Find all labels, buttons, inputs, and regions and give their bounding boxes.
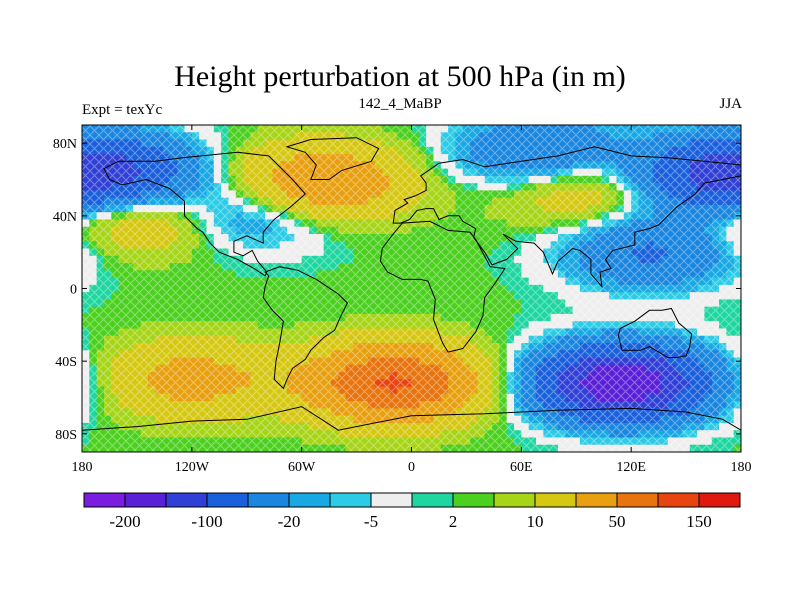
- x-tick-label: 120W: [175, 460, 210, 475]
- x-tick-label: 0: [408, 460, 415, 475]
- colorbar-swatch: [124, 492, 167, 508]
- colorbar-swatch: [247, 492, 290, 508]
- season-label: JJA: [719, 96, 742, 112]
- colorbar-label: 150: [686, 512, 712, 531]
- colorbar-swatch: [452, 492, 495, 508]
- map-title: Height perturbation at 500 hPa (in m): [174, 60, 626, 93]
- x-tick-label: 60W: [288, 460, 316, 475]
- x-tick-label: 120E: [616, 460, 646, 475]
- case-label: 142_4_MaBP: [358, 96, 442, 112]
- colorbar-swatch: [288, 492, 331, 508]
- colorbar-label: -100: [191, 512, 222, 531]
- x-tick-label: 60E: [510, 460, 533, 475]
- north-america-coast: [103, 151, 307, 277]
- map-axes: 180 120W 60W 0 60E 120E 180 80N 40N 0 40S 80S: [53, 125, 752, 475]
- colorbar-swatch: [206, 492, 249, 508]
- colorbar-swatch: [534, 492, 577, 508]
- colorbar-swatch: [370, 492, 413, 508]
- colorbar-swatch: [657, 492, 700, 508]
- colorbar-label: 2: [449, 512, 458, 531]
- grid-hatch-overlay: [82, 125, 741, 452]
- y-tick-label: 40S: [55, 355, 77, 370]
- y-tick-label: 0: [70, 283, 77, 298]
- colorbar-swatch: [616, 492, 659, 508]
- colorbar-swatch: [575, 492, 618, 508]
- eurasia-coast: [392, 146, 741, 289]
- colorbar: -200 -100 -20 -5 2 10 50 150: [83, 492, 741, 531]
- antarctica-coast: [82, 406, 741, 431]
- colorbar-swatch: [493, 492, 536, 508]
- south-america-coast: [262, 266, 349, 390]
- y-tick-label: 40N: [53, 210, 77, 225]
- colorbar-swatch: [411, 492, 454, 508]
- colorbar-label: 50: [609, 512, 626, 531]
- colorbar-label: -5: [364, 512, 378, 531]
- coastlines: [82, 137, 741, 431]
- colorbar-swatch: [165, 492, 208, 508]
- colorbar-label: -200: [109, 512, 140, 531]
- colorbar-swatch: [698, 492, 741, 508]
- colorbar-swatch: [83, 492, 126, 508]
- y-tick-label: 80S: [55, 428, 77, 443]
- australia-coast: [617, 307, 693, 358]
- experiment-label: Expt = texYc: [82, 102, 163, 118]
- greenland-coast: [285, 137, 380, 180]
- africa-coast: [379, 220, 506, 353]
- x-tick-label: 180: [72, 460, 93, 475]
- y-tick-label: 80N: [53, 137, 77, 152]
- colorbar-label: 10: [527, 512, 544, 531]
- colorbar-swatch: [329, 492, 372, 508]
- x-tick-label: 180: [731, 460, 752, 475]
- colorbar-label: -20: [278, 512, 301, 531]
